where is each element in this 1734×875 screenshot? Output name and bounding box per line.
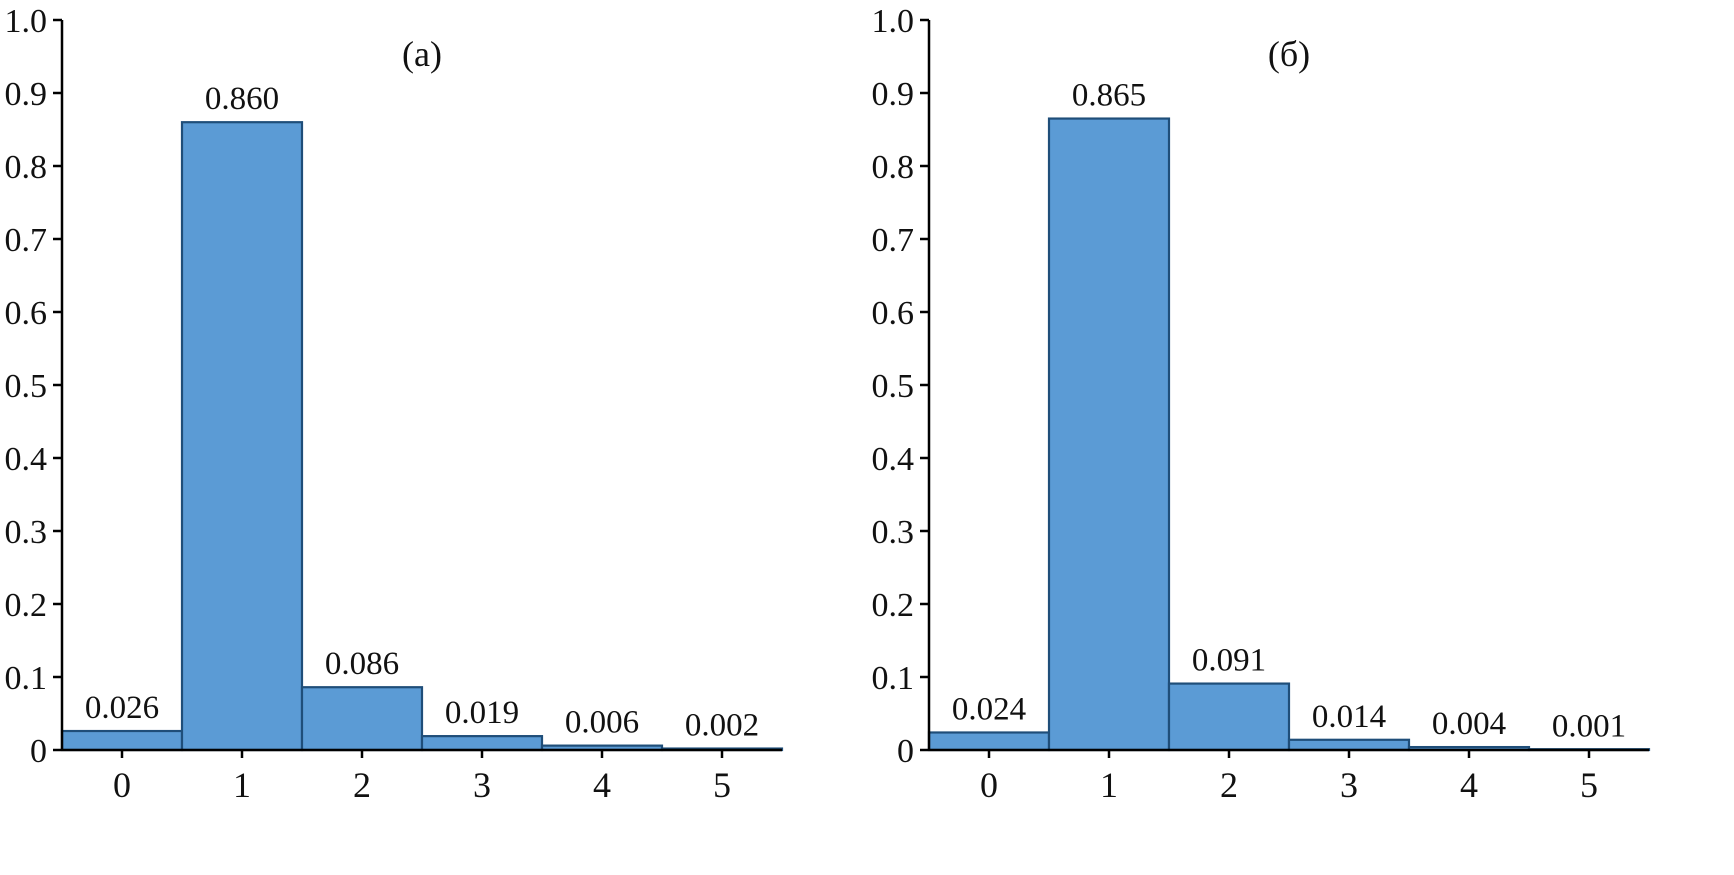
bar-value-label: 0.019	[445, 695, 519, 731]
y-tick-label: 0	[897, 733, 914, 770]
y-tick-label: 0.7	[872, 222, 915, 259]
y-tick-label: 0.1	[5, 660, 48, 697]
x-tick-label: 2	[353, 765, 371, 805]
bar-value-label: 0.014	[1312, 699, 1386, 735]
x-tick-label: 4	[593, 765, 611, 805]
bar-0	[927, 731, 1051, 752]
bar-value-label: 0.006	[565, 705, 639, 741]
y-tick-label: 0.3	[872, 514, 915, 551]
y-tick-label: 0.7	[5, 222, 48, 259]
x-tick-label: 1	[233, 765, 251, 805]
y-tick-label: 0.2	[5, 587, 48, 624]
bar-3	[420, 735, 544, 752]
x-tick-label: 5	[713, 765, 731, 805]
x-tick-label: 3	[1340, 765, 1358, 805]
x-tick-label: 1	[1100, 765, 1118, 805]
y-tick-label: 0.9	[872, 76, 915, 113]
bar-2	[1167, 682, 1291, 752]
y-tick-label: 0.5	[872, 368, 915, 405]
y-tick-label: 0.4	[5, 441, 48, 478]
x-tick-label: 0	[980, 765, 998, 805]
bar-value-label: 0.004	[1432, 706, 1506, 742]
y-tick-label: 0.1	[872, 660, 915, 697]
bar-value-label: 0.001	[1552, 708, 1626, 744]
y-tick-label: 0.8	[5, 149, 48, 186]
y-tick-label: 0.4	[872, 441, 915, 478]
chart-b: 0 0.1 0.2 0.3 0.4 0.5 0.6 0.7 0.8 0.9 1.0 0 1 2 3 4 5 0.0…	[867, 0, 1734, 875]
chart-a: 0 0.1 0.2 0.3 0.4 0.5 0.6 0.7 0.8 0.9 1.0 0 1 2 3 4 5 0.0…	[5, 3, 784, 805]
y-tick-label: 1.0	[872, 3, 915, 40]
y-tick-label: 0.6	[5, 295, 48, 332]
bar-value-label: 0.860	[205, 81, 279, 117]
bar-value-label: 0.026	[85, 690, 159, 726]
x-tick-label: 4	[1460, 765, 1478, 805]
y-tick-label: 0.2	[872, 587, 915, 624]
bar-value-label: 0.865	[1072, 78, 1146, 114]
x-tick-label: 5	[1580, 765, 1598, 805]
bar-0	[60, 729, 184, 752]
bar-value-label: 0.002	[685, 708, 759, 744]
histogram-a: 0 0.1 0.2 0.3 0.4 0.5 0.6 0.7 0.8 0.9 1.0 0 1 2 3 4 5 0.0…	[5, 3, 784, 805]
histogram-b: 0 0.1 0.2 0.3 0.4 0.5 0.6 0.7 0.8 0.9 1.0 0 1 2 3 4 5 0.0…	[872, 3, 1651, 805]
y-tick-label: 1.0	[5, 3, 48, 40]
y-tick-label: 0.5	[5, 368, 48, 405]
bar-value-label: 0.091	[1192, 643, 1266, 679]
bar-2	[300, 686, 424, 752]
y-tick-label: 0	[30, 733, 47, 770]
y-tick-label: 0.6	[872, 295, 915, 332]
x-tick-label: 0	[113, 765, 131, 805]
y-tick-label: 0.9	[5, 76, 48, 113]
bar-1	[180, 121, 304, 752]
x-tick-label: 3	[473, 765, 491, 805]
y-tick-label: 0.8	[872, 149, 915, 186]
bar-3	[1287, 738, 1411, 752]
x-tick-label: 2	[1220, 765, 1238, 805]
bar-value-label: 0.086	[325, 646, 399, 682]
bar-1	[1047, 117, 1171, 752]
y-tick-label: 0.3	[5, 514, 48, 551]
bar-value-label: 0.024	[952, 691, 1026, 727]
